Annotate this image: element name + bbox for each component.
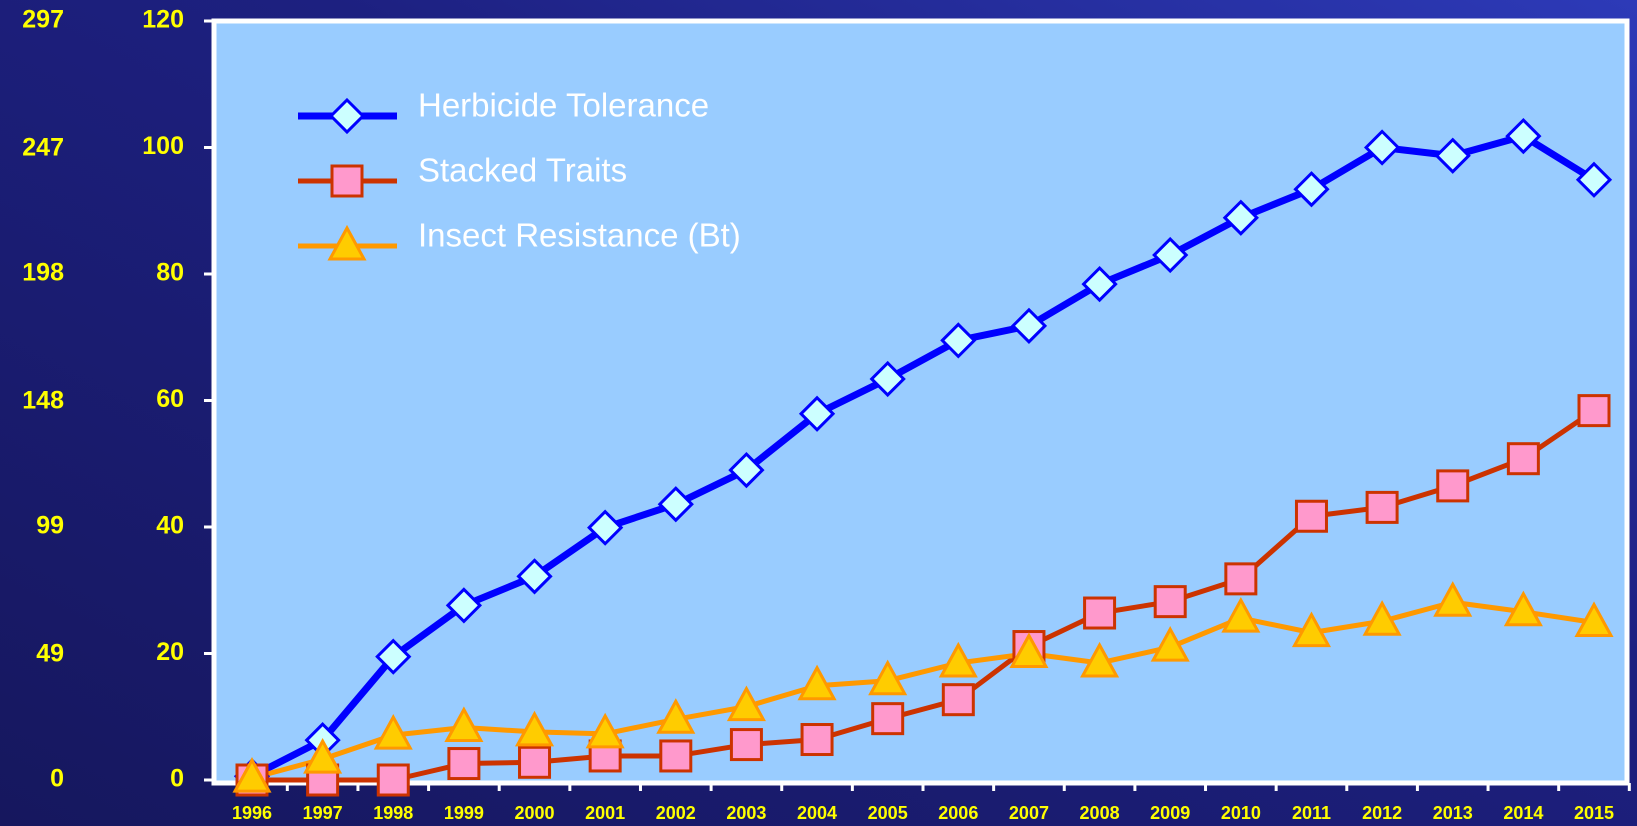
- y-tick-label: 80: [156, 259, 184, 287]
- data-point: [1505, 117, 1542, 155]
- data-point: [518, 745, 552, 779]
- y-tick-label: 0: [170, 765, 184, 793]
- data-point: [444, 706, 484, 743]
- x-tick-label: 2010: [1221, 803, 1261, 823]
- data-point: [1506, 442, 1540, 476]
- legend-marker: [327, 224, 367, 261]
- data-point: [1362, 600, 1402, 636]
- data-point: [729, 728, 763, 762]
- data-point: [659, 739, 693, 773]
- x-tick-label: 1996: [232, 803, 272, 823]
- y2-tick-label: 0: [50, 765, 64, 793]
- data-point: [1574, 601, 1614, 638]
- data-point: [938, 641, 978, 678]
- x-tick-label: 2000: [515, 803, 555, 823]
- data-point: [1081, 265, 1118, 303]
- x-tick-label: 2015: [1574, 803, 1614, 823]
- data-point: [1224, 562, 1258, 596]
- y2-tick-label: 99: [36, 512, 64, 540]
- data-point: [447, 747, 481, 781]
- data-point: [1221, 596, 1261, 633]
- data-point: [445, 587, 483, 624]
- data-point: [868, 659, 908, 696]
- data-point: [1575, 161, 1613, 198]
- x-tick-label: 2006: [938, 803, 978, 823]
- y2-tick-label: 297: [22, 6, 64, 34]
- data-point: [1436, 469, 1470, 503]
- x-tick-label: 2009: [1150, 803, 1190, 823]
- data-point: [303, 738, 343, 774]
- x-tick-label: 2001: [585, 803, 625, 823]
- x-tick-label: 1998: [373, 803, 413, 823]
- data-point: [232, 756, 272, 793]
- legend-marker: [328, 97, 366, 135]
- data-point: [1009, 632, 1049, 668]
- data-point: [1152, 236, 1189, 274]
- x-tick-label: 1997: [303, 803, 343, 823]
- data-point: [940, 322, 977, 359]
- data-point: [797, 664, 837, 701]
- x-tick-label: 2005: [868, 803, 908, 823]
- data-point: [1222, 199, 1259, 236]
- y2-tick-label: 247: [22, 133, 64, 161]
- data-point: [657, 486, 694, 523]
- y-tick-label: 60: [156, 385, 184, 413]
- data-point: [941, 683, 975, 717]
- x-tick-label: 2014: [1503, 803, 1543, 823]
- legend-label: Insect Resistance (Bt): [418, 217, 741, 254]
- data-point: [1010, 307, 1048, 344]
- data-point: [1434, 137, 1471, 174]
- x-tick-label: 2008: [1080, 803, 1120, 823]
- data-point: [1083, 596, 1117, 630]
- x-tick-label: 2007: [1009, 803, 1049, 823]
- data-point: [1433, 581, 1473, 617]
- data-point: [373, 713, 413, 750]
- data-point: [1153, 585, 1187, 619]
- data-point: [871, 702, 905, 736]
- legend-marker: [330, 164, 364, 198]
- data-point: [1363, 129, 1401, 166]
- x-tick-label: 2003: [726, 803, 766, 823]
- data-point: [1291, 611, 1332, 648]
- y2-tick-label: 148: [22, 386, 64, 414]
- data-point: [514, 710, 555, 747]
- data-point: [800, 723, 834, 757]
- x-tick-label: 2004: [797, 803, 837, 823]
- data-point: [728, 451, 765, 489]
- y-tick-label: 20: [156, 638, 184, 666]
- data-point: [656, 698, 696, 734]
- data-point: [587, 509, 624, 546]
- data-point: [1293, 171, 1330, 208]
- data-point: [1503, 590, 1543, 627]
- data-point: [1150, 626, 1190, 662]
- data-point: [1365, 490, 1399, 524]
- y2-tick-label: 49: [36, 639, 64, 667]
- x-tick-label: 2012: [1362, 803, 1402, 823]
- plot-area: [211, 18, 1630, 786]
- data-point: [516, 558, 553, 595]
- x-tick-label: 2011: [1292, 803, 1331, 823]
- y-tick-label: 120: [142, 6, 184, 34]
- y-tick-label: 100: [142, 132, 184, 160]
- data-point: [1577, 394, 1611, 428]
- data-point: [869, 360, 906, 398]
- x-tick-label: 2002: [656, 803, 696, 823]
- y-tick-label: 40: [156, 512, 184, 540]
- x-tick-label: 1999: [444, 803, 484, 823]
- data-point: [376, 763, 410, 797]
- y2-tick-label: 198: [22, 259, 64, 287]
- x-tick-label: 2013: [1433, 803, 1473, 823]
- data-point: [798, 395, 836, 432]
- data-point: [1294, 499, 1328, 533]
- data-point: [375, 638, 412, 675]
- legend-label: Stacked Traits: [418, 152, 627, 189]
- data-point: [585, 712, 625, 749]
- data-point: [1080, 641, 1120, 678]
- legend-label: Herbicide Tolerance: [418, 87, 709, 124]
- data-point: [726, 685, 766, 722]
